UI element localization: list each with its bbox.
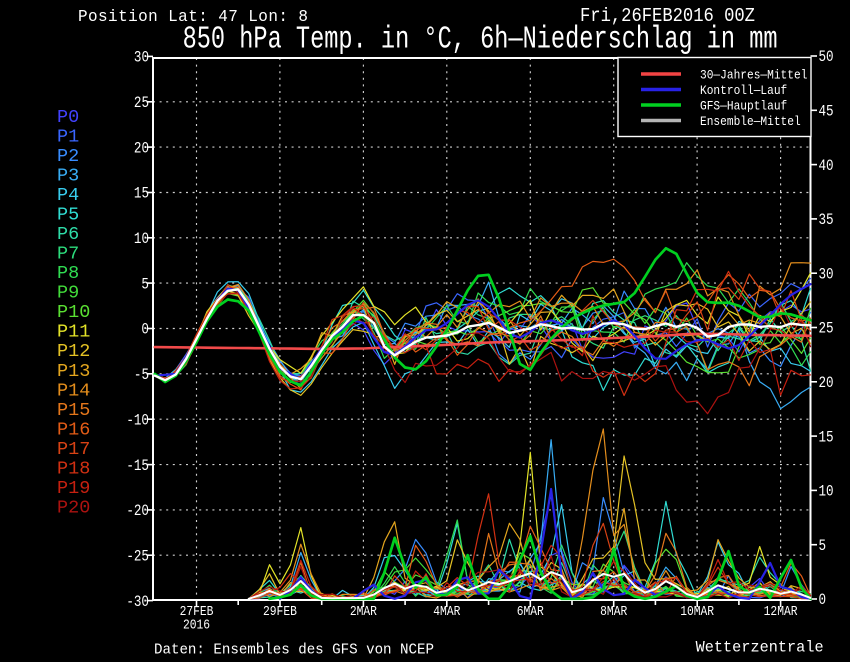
svg-text:P14: P14 bbox=[57, 380, 90, 401]
svg-text:30: 30 bbox=[819, 266, 834, 283]
svg-text:27FEB: 27FEB bbox=[180, 603, 214, 620]
svg-text:P5: P5 bbox=[57, 205, 79, 226]
svg-text:0: 0 bbox=[141, 322, 149, 339]
svg-text:30—Jahres—Mittel: 30—Jahres—Mittel bbox=[700, 68, 807, 83]
svg-text:20: 20 bbox=[134, 140, 149, 157]
svg-text:20: 20 bbox=[819, 375, 834, 392]
svg-text:P9: P9 bbox=[57, 283, 79, 304]
svg-text:-10: -10 bbox=[126, 412, 149, 429]
svg-text:Fri,26FEB2016 00Z: Fri,26FEB2016 00Z bbox=[580, 6, 755, 27]
svg-text:P0: P0 bbox=[57, 107, 79, 128]
svg-text:P18: P18 bbox=[57, 458, 90, 479]
svg-text:15: 15 bbox=[819, 429, 834, 446]
svg-text:P12: P12 bbox=[57, 341, 90, 362]
svg-text:10MAR: 10MAR bbox=[680, 603, 714, 620]
svg-text:P16: P16 bbox=[57, 419, 90, 440]
svg-text:-20: -20 bbox=[126, 503, 149, 520]
svg-text:P13: P13 bbox=[57, 361, 90, 382]
svg-text:Kontroll—Lauf: Kontroll—Lauf bbox=[700, 83, 787, 98]
svg-text:Position Lat: 47 Lon: 8: Position Lat: 47 Lon: 8 bbox=[78, 7, 308, 26]
svg-text:5: 5 bbox=[141, 276, 149, 293]
svg-text:10: 10 bbox=[134, 231, 149, 248]
svg-text:2MAR: 2MAR bbox=[350, 603, 377, 620]
svg-text:25: 25 bbox=[819, 321, 834, 338]
svg-text:29FEB: 29FEB bbox=[263, 603, 297, 620]
svg-text:10: 10 bbox=[819, 484, 834, 501]
svg-text:-5: -5 bbox=[134, 367, 149, 384]
svg-text:850 hPa Temp. in °C, 6h—Nieder: 850 hPa Temp. in °C, 6h—Niederschlag in … bbox=[183, 23, 778, 58]
svg-text:-30: -30 bbox=[126, 594, 149, 611]
svg-text:P3: P3 bbox=[57, 166, 79, 187]
svg-text:50: 50 bbox=[819, 49, 834, 66]
svg-text:P11: P11 bbox=[57, 322, 90, 343]
svg-text:P2: P2 bbox=[57, 146, 79, 167]
svg-text:P7: P7 bbox=[57, 244, 79, 265]
svg-text:25: 25 bbox=[134, 95, 149, 112]
svg-text:12MAR: 12MAR bbox=[764, 603, 798, 620]
svg-text:-15: -15 bbox=[126, 458, 149, 475]
svg-text:Daten: Ensembles des GFS von N: Daten: Ensembles des GFS von NCEP bbox=[154, 642, 434, 657]
svg-text:GFS—Hauptlauf: GFS—Hauptlauf bbox=[700, 99, 787, 114]
svg-text:0: 0 bbox=[819, 592, 827, 609]
svg-text:P4: P4 bbox=[57, 185, 79, 206]
svg-text:P17: P17 bbox=[57, 439, 90, 460]
svg-text:6MAR: 6MAR bbox=[517, 603, 544, 620]
svg-text:P19: P19 bbox=[57, 478, 90, 499]
svg-text:P1: P1 bbox=[57, 127, 79, 148]
svg-text:P10: P10 bbox=[57, 302, 90, 323]
svg-text:5: 5 bbox=[819, 538, 827, 555]
svg-text:-25: -25 bbox=[126, 548, 149, 565]
svg-text:P8: P8 bbox=[57, 263, 79, 284]
svg-text:45: 45 bbox=[819, 103, 834, 120]
svg-text:P6: P6 bbox=[57, 224, 79, 245]
svg-text:35: 35 bbox=[819, 212, 834, 229]
svg-text:P15: P15 bbox=[57, 400, 90, 421]
svg-text:4MAR: 4MAR bbox=[433, 603, 460, 620]
svg-text:30: 30 bbox=[134, 50, 149, 67]
svg-text:15: 15 bbox=[134, 186, 149, 203]
svg-text:8MAR: 8MAR bbox=[600, 603, 627, 620]
svg-text:Wetterzentrale: Wetterzentrale bbox=[696, 638, 824, 656]
svg-text:Ensemble—Mittel: Ensemble—Mittel bbox=[700, 114, 801, 129]
svg-text:P20: P20 bbox=[57, 497, 90, 518]
svg-text:2016: 2016 bbox=[183, 616, 210, 633]
svg-text:40: 40 bbox=[819, 158, 834, 175]
